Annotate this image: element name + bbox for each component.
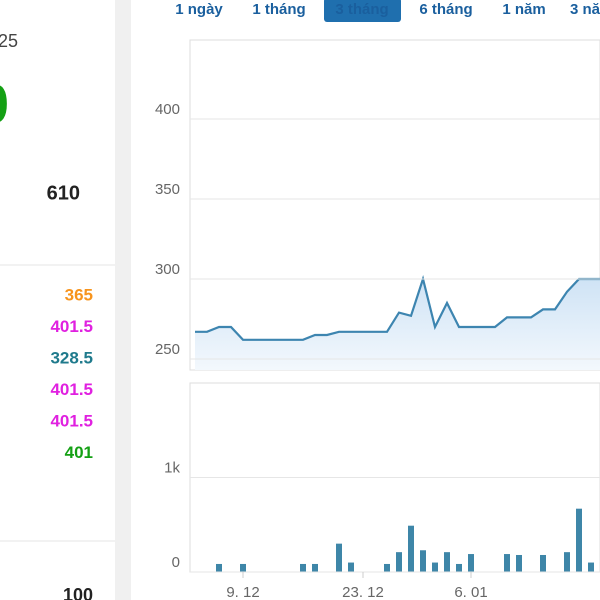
volume-bar: [384, 563, 390, 572]
range-button[interactable]: 1 năm: [502, 1, 545, 18]
y-tick-label: 350: [155, 181, 180, 198]
price-line: [195, 275, 600, 341]
volume-bar: [312, 563, 318, 572]
bottom-value: 100: [63, 585, 93, 600]
range-button[interactable]: 3 nă: [570, 1, 600, 18]
x-tick-label: 23. 12: [342, 584, 384, 600]
volume-bar: [300, 563, 306, 572]
volume-bar: [564, 552, 570, 572]
volume-bar: [432, 562, 438, 572]
range-button[interactable]: 6 tháng: [419, 1, 472, 18]
range-button[interactable]: 1 tháng: [252, 1, 305, 18]
panel-separator: [115, 0, 131, 600]
stat-value: 401.5: [50, 317, 93, 336]
volume-bar: [420, 550, 426, 572]
volume: 610: [47, 182, 80, 204]
price-area: [195, 279, 600, 370]
date-fragment: 25: [0, 31, 18, 51]
range-button[interactable]: 3 tháng: [335, 1, 388, 18]
price: 0: [0, 72, 9, 135]
x-tick-label: 9. 12: [226, 584, 259, 600]
volume-bar: [336, 543, 342, 572]
volume-bar: [468, 554, 474, 572]
x-tick-label: 6. 01: [454, 584, 487, 600]
y-tick-label: 0: [172, 554, 180, 571]
volume-bar: [348, 562, 354, 572]
volume-bar: [516, 554, 522, 572]
volume-bar: [588, 562, 594, 572]
volume-bar: [576, 508, 582, 572]
y-tick-label: 400: [155, 101, 180, 118]
volume-bar: [444, 552, 450, 572]
range-button-bg: [324, 0, 401, 22]
volume-bar: [240, 563, 246, 572]
y-tick-label: 250: [155, 341, 180, 358]
y-tick-label: 1k: [164, 459, 180, 476]
range-button[interactable]: 1 ngày: [175, 1, 223, 18]
stat-value: 401: [65, 443, 93, 462]
volume-bar: [396, 552, 402, 572]
volume-bar: [456, 563, 462, 572]
volume-bar: [408, 525, 414, 572]
volume-bar: [504, 554, 510, 572]
y-tick-label: 300: [155, 261, 180, 278]
volume-bar: [540, 554, 546, 572]
volume-bar: [216, 563, 222, 572]
stat-value: 328.5: [50, 348, 93, 367]
stat-value: 401.5: [50, 411, 93, 430]
stat-value: 365: [65, 285, 93, 304]
plot-clip: [195, 275, 600, 572]
stat-value: 401.5: [50, 380, 93, 399]
